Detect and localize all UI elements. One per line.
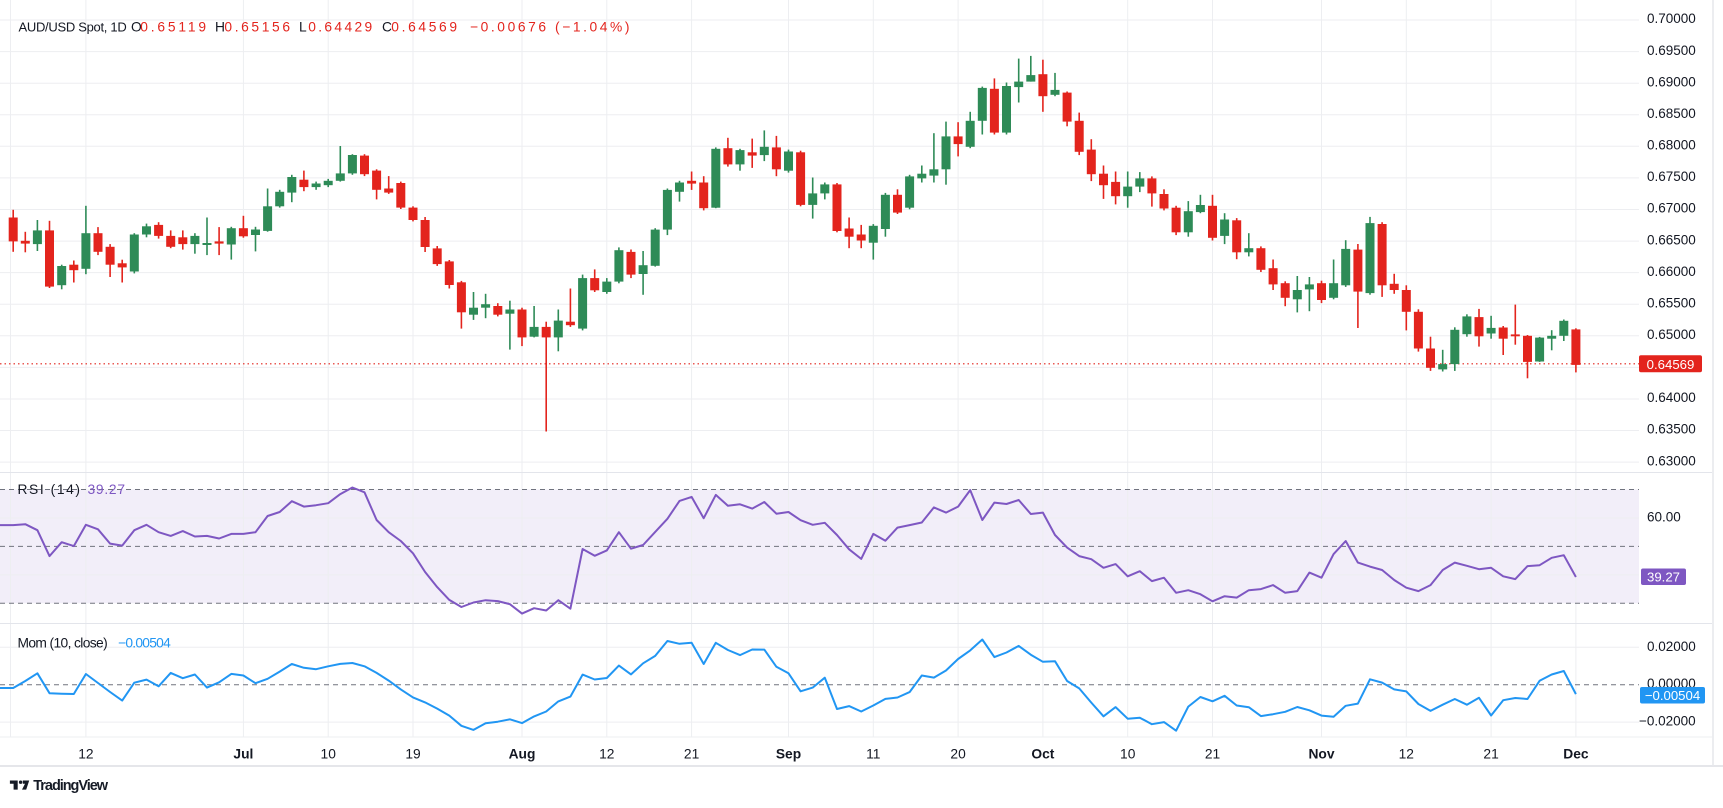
svg-text:60.00: 60.00 (1647, 510, 1681, 525)
svg-text:0.63000: 0.63000 (1647, 453, 1696, 468)
svg-text:0.64000: 0.64000 (1647, 390, 1696, 405)
svg-text:−0.00504: −0.00504 (1645, 688, 1700, 703)
svg-text:0.69500: 0.69500 (1647, 43, 1696, 58)
svg-text:O: O (131, 20, 142, 35)
svg-text:Mom (10, close): Mom (10, close) (18, 636, 108, 651)
svg-text:TradingView: TradingView (33, 778, 108, 794)
svg-text:Dec: Dec (1563, 747, 1589, 762)
svg-text:Jul: Jul (233, 747, 253, 762)
svg-text:20: 20 (950, 747, 966, 762)
svg-text:0.64429: 0.64429 (308, 20, 372, 35)
svg-text:19: 19 (405, 747, 421, 762)
svg-text:21: 21 (684, 747, 699, 762)
svg-text:0.68500: 0.68500 (1647, 106, 1696, 121)
svg-text:12: 12 (599, 747, 614, 762)
svg-text:L: L (299, 20, 307, 35)
svg-text:Aug: Aug (509, 747, 536, 762)
svg-text:−0.00676 (−1.04%): −0.00676 (−1.04%) (470, 20, 630, 35)
svg-text:0.68000: 0.68000 (1647, 138, 1696, 153)
svg-text:0.63500: 0.63500 (1647, 422, 1696, 437)
svg-text:0.65119: 0.65119 (140, 20, 206, 35)
svg-text:21: 21 (1205, 747, 1220, 762)
svg-text:0.02000: 0.02000 (1647, 639, 1696, 654)
svg-text:H: H (215, 20, 225, 35)
svg-text:0.66000: 0.66000 (1647, 264, 1696, 279)
svg-text:10: 10 (321, 747, 337, 762)
svg-text:12: 12 (1399, 747, 1414, 762)
svg-text:0.64569: 0.64569 (1647, 357, 1695, 372)
svg-text:Oct: Oct (1031, 747, 1054, 762)
svg-text:−0.00504: −0.00504 (118, 636, 171, 651)
svg-text:0.64569: 0.64569 (391, 20, 457, 35)
svg-text:0.67000: 0.67000 (1647, 201, 1696, 216)
svg-text:39.27: 39.27 (88, 482, 126, 497)
svg-text:12: 12 (78, 747, 93, 762)
svg-text:0.66500: 0.66500 (1647, 232, 1696, 247)
svg-text:0.70000: 0.70000 (1647, 11, 1696, 26)
svg-text:0.67500: 0.67500 (1647, 169, 1696, 184)
svg-text:RSI (14): RSI (14) (18, 482, 81, 497)
svg-text:Nov: Nov (1308, 747, 1334, 762)
svg-text:39.27: 39.27 (1647, 570, 1680, 585)
svg-text:Sep: Sep (776, 747, 801, 762)
svg-text:0.69000: 0.69000 (1647, 74, 1696, 89)
svg-text:AUD/USD Spot, 1D: AUD/USD Spot, 1D (19, 20, 127, 35)
svg-text:0.65156: 0.65156 (224, 20, 290, 35)
svg-text:C: C (382, 20, 392, 35)
svg-text:0.65000: 0.65000 (1647, 327, 1696, 342)
svg-text:10: 10 (1120, 747, 1136, 762)
svg-text:21: 21 (1483, 747, 1498, 762)
svg-text:−0.02000: −0.02000 (1639, 714, 1696, 729)
svg-text:0.65500: 0.65500 (1647, 295, 1696, 310)
svg-text:11: 11 (866, 747, 880, 762)
